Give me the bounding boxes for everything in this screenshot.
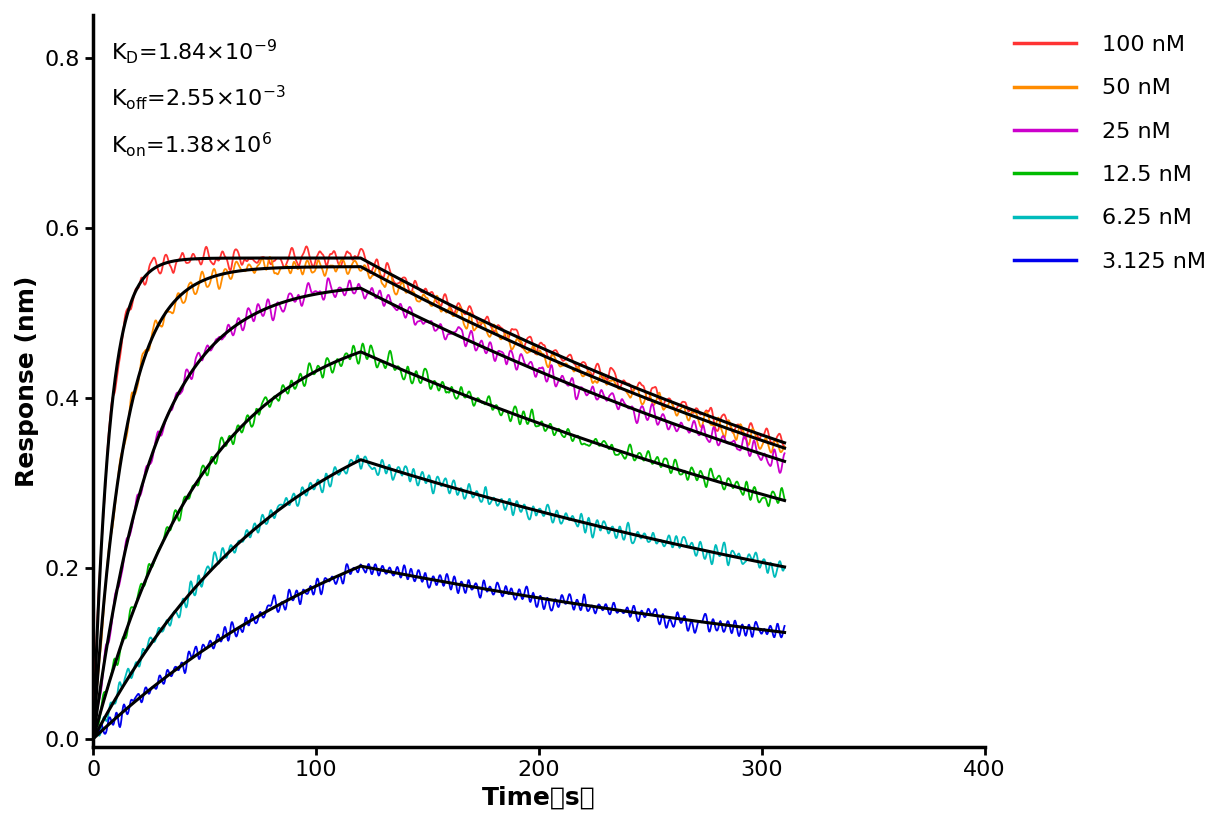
Y-axis label: Response (nm): Response (nm) xyxy=(15,276,39,487)
Text: $\mathregular{K_D}$=1.84×10$^{-9}$
$\mathregular{K_{off}}$=2.55×10$^{-3}$
$\math: $\mathregular{K_D}$=1.84×10$^{-9}$ $\mat… xyxy=(111,37,286,159)
Legend: 100 nM, 50 nM, 25 nM, 12.5 nM, 6.25 nM, 3.125 nM: 100 nM, 50 nM, 25 nM, 12.5 nM, 6.25 nM, … xyxy=(1004,26,1215,281)
X-axis label: Time（s）: Time（s） xyxy=(483,786,596,810)
